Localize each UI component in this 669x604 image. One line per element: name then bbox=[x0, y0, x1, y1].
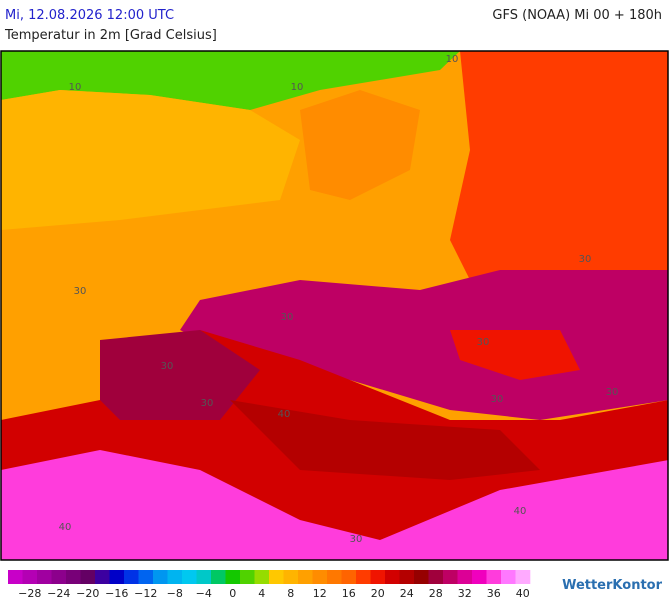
colorbar-swatch bbox=[486, 570, 502, 584]
colorbar-tick-label: −8 bbox=[167, 587, 183, 600]
brand: WetterKontor bbox=[562, 578, 663, 593]
colorbar-swatch bbox=[370, 570, 386, 584]
contour-label: 40 bbox=[278, 409, 291, 420]
colorbar-swatch bbox=[385, 570, 400, 584]
datetime: Mi, 12.08.2026 12:00 UTC bbox=[5, 8, 174, 23]
colorbar-tick-label: 32 bbox=[458, 587, 472, 600]
contour-label: 30 bbox=[606, 387, 619, 398]
colorbar-swatch bbox=[428, 570, 444, 584]
colorbar-swatch bbox=[51, 570, 67, 584]
colorbar-swatch bbox=[341, 570, 357, 584]
contour-label: 30 bbox=[579, 254, 592, 265]
contour-label: 30 bbox=[161, 361, 174, 372]
subtitle: Temperatur in 2m [Grad Celsius] bbox=[4, 28, 217, 43]
colorbar-swatch bbox=[501, 570, 516, 584]
colorbar-swatch bbox=[124, 570, 139, 584]
colorbar-swatch bbox=[283, 570, 299, 584]
contour-label: 30 bbox=[477, 337, 490, 348]
colorbar-swatch bbox=[37, 570, 52, 584]
colorbar-tick-label: 8 bbox=[287, 587, 294, 600]
colorbar-swatch bbox=[8, 570, 23, 584]
contour-label: 10 bbox=[446, 54, 459, 65]
colorbar-tick-label: −12 bbox=[134, 587, 157, 600]
colorbar-tick-label: −4 bbox=[196, 587, 212, 600]
colorbar: −28 −24 −20 −16 −12 −8 −4 0 4 8 12 16 20 24 28 32 36 40 bbox=[8, 570, 531, 600]
colorbar-swatch bbox=[515, 570, 531, 584]
colorbar-tick-label: 4 bbox=[258, 587, 265, 600]
colorbar-swatch bbox=[457, 570, 473, 584]
colorbar-swatch bbox=[312, 570, 328, 584]
colorbar-tick-label: 40 bbox=[516, 587, 530, 600]
colorbar-swatch bbox=[269, 570, 284, 584]
colorbar-tick-label: −24 bbox=[47, 587, 70, 600]
colorbar-swatch bbox=[182, 570, 197, 584]
contour-label: 30 bbox=[350, 534, 363, 545]
colorbar-swatch bbox=[211, 570, 226, 584]
colorbar-tick-label: 28 bbox=[429, 587, 443, 600]
colorbar-swatch bbox=[109, 570, 125, 584]
colorbar-swatch bbox=[298, 570, 313, 584]
colorbar-swatch bbox=[472, 570, 487, 584]
colorbar-swatch bbox=[240, 570, 255, 584]
contour-label: 10 bbox=[69, 82, 82, 93]
colorbar-tick-label: 12 bbox=[313, 587, 327, 600]
colorbar-swatch bbox=[356, 570, 371, 584]
colorbar-tick-label: 20 bbox=[371, 587, 385, 600]
colorbar-swatch bbox=[80, 570, 96, 584]
colorbar-swatch bbox=[414, 570, 429, 584]
colorbar-tick-label: −20 bbox=[76, 587, 99, 600]
colorbar-swatch bbox=[225, 570, 241, 584]
colorbar-swatch bbox=[196, 570, 212, 584]
contour-label: 10 bbox=[291, 82, 304, 93]
colorbar-swatch bbox=[167, 570, 183, 584]
contour-label: 30 bbox=[281, 312, 294, 323]
colorbar-tick-label: 16 bbox=[342, 587, 356, 600]
colorbar-tick-label: 24 bbox=[400, 587, 414, 600]
colorbar-swatch bbox=[254, 570, 270, 584]
colorbar-swatch bbox=[22, 570, 38, 584]
colorbar-swatch bbox=[66, 570, 81, 584]
contour-label: 30 bbox=[491, 394, 504, 405]
colorbar-tick-label: −28 bbox=[18, 587, 41, 600]
contour-label: 30 bbox=[74, 286, 87, 297]
colorbar-swatch bbox=[399, 570, 415, 584]
colorbar-swatch bbox=[443, 570, 458, 584]
colorbar-tick-label: 36 bbox=[487, 587, 501, 600]
colorbar-swatch bbox=[327, 570, 342, 584]
model: GFS (NOAA) Mi 00 + 180h bbox=[492, 8, 662, 23]
colorbar-swatch bbox=[95, 570, 110, 584]
contour-labels: 10 10 10 30 30 30 30 30 30 30 30 30 40 40 40 bbox=[59, 54, 619, 545]
map bbox=[0, 50, 669, 561]
colorbar-swatch bbox=[153, 570, 168, 584]
colorbar-swatch bbox=[138, 570, 154, 584]
contour-label: 30 bbox=[201, 398, 214, 409]
contour-label: 40 bbox=[59, 522, 72, 533]
contour-label: 40 bbox=[514, 506, 527, 517]
colorbar-tick-label: 0 bbox=[229, 587, 236, 600]
colorbar-tick-label: −16 bbox=[105, 587, 128, 600]
